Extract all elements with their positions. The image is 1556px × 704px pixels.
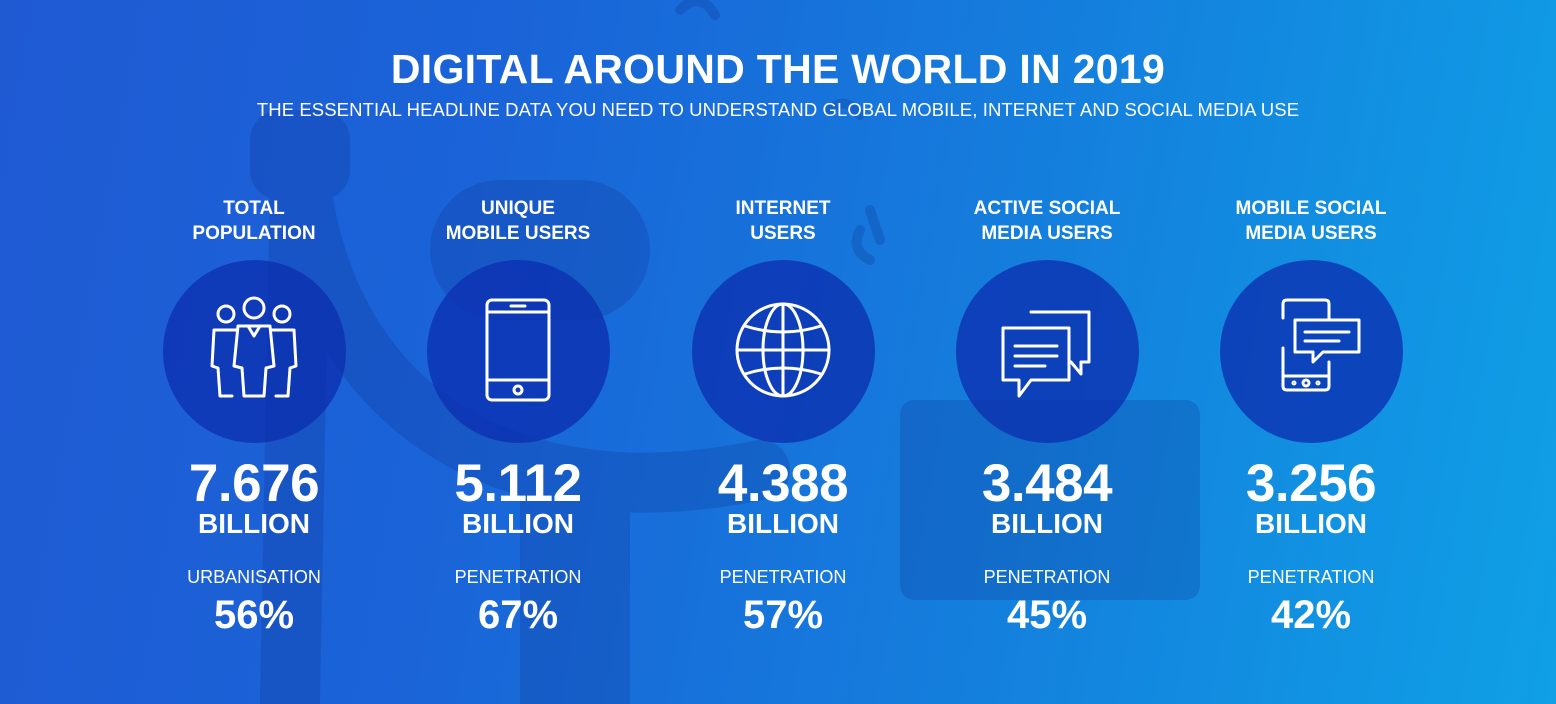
stat-icon-circle	[427, 260, 610, 443]
stat-sub-value: 57%	[742, 593, 824, 637]
stat-mobile-social-media-users: MOBILE SOCIAL MEDIA USERS 3.256 BILLION …	[1181, 0, 1441, 704]
stat-unit: BILLION	[198, 508, 310, 539]
stat-sub-label: PENETRATION	[454, 567, 582, 587]
stat-sub-value: 45%	[1006, 593, 1088, 637]
stat-sub-value: 67%	[477, 593, 559, 637]
stat-label: MOBILE SOCIAL MEDIA USERS	[1235, 198, 1387, 244]
mobile-phone-icon	[485, 298, 551, 402]
stat-value: 7.676	[188, 454, 320, 513]
stat-unique-mobile-users: UNIQUE MOBILE USERS 5.112 BILLION PENETR…	[388, 0, 648, 704]
globe-icon	[735, 302, 831, 398]
header: DIGITAL AROUND THE WORLD IN 2019 THE ESS…	[0, 44, 1556, 122]
stat-sub-label: URBANISATION	[187, 567, 321, 587]
stat-unit: BILLION	[991, 508, 1103, 539]
people-icon	[210, 296, 298, 398]
stat-sub-label: PENETRATION	[983, 567, 1111, 587]
stat-unit: BILLION	[462, 508, 574, 539]
stat-active-social-media-users: ACTIVE SOCIAL MEDIA USERS 3.484 BILLION …	[917, 0, 1177, 704]
stat-internet-users: INTERNET USERS 4.388 BILLION PENETRATION…	[653, 0, 913, 704]
stat-total-population: TOTAL POPULATION 7.676 BILLION URBANISAT…	[124, 0, 384, 704]
stat-value: 3.484	[981, 454, 1113, 513]
stat-icon-circle	[163, 260, 346, 443]
stat-sub-value: 56%	[213, 593, 295, 637]
stat-value: 4.388	[717, 454, 849, 513]
stat-icon-circle	[692, 260, 875, 443]
page-subtitle: THE ESSENTIAL HEADLINE DATA YOU NEED TO …	[256, 99, 1300, 120]
stat-value: 3.256	[1245, 454, 1377, 513]
chat-bubbles-icon	[1001, 310, 1091, 398]
stat-sub-label: PENETRATION	[719, 567, 847, 587]
stat-label: TOTAL POPULATION	[192, 198, 316, 244]
page-title: DIGITAL AROUND THE WORLD IN 2019	[390, 46, 1166, 92]
stat-sub-value: 42%	[1270, 593, 1352, 637]
mobile-chat-icon	[1281, 298, 1361, 392]
stat-label: UNIQUE MOBILE USERS	[445, 198, 591, 244]
stat-value: 5.112	[454, 454, 582, 513]
stat-unit: BILLION	[1255, 508, 1367, 539]
stat-label: ACTIVE SOCIAL MEDIA USERS	[973, 198, 1121, 244]
stat-sub-label: PENETRATION	[1247, 567, 1375, 587]
stat-unit: BILLION	[727, 508, 839, 539]
stat-icon-circle	[956, 260, 1139, 443]
stat-icon-circle	[1220, 260, 1403, 443]
stat-label: INTERNET USERS	[735, 198, 831, 244]
